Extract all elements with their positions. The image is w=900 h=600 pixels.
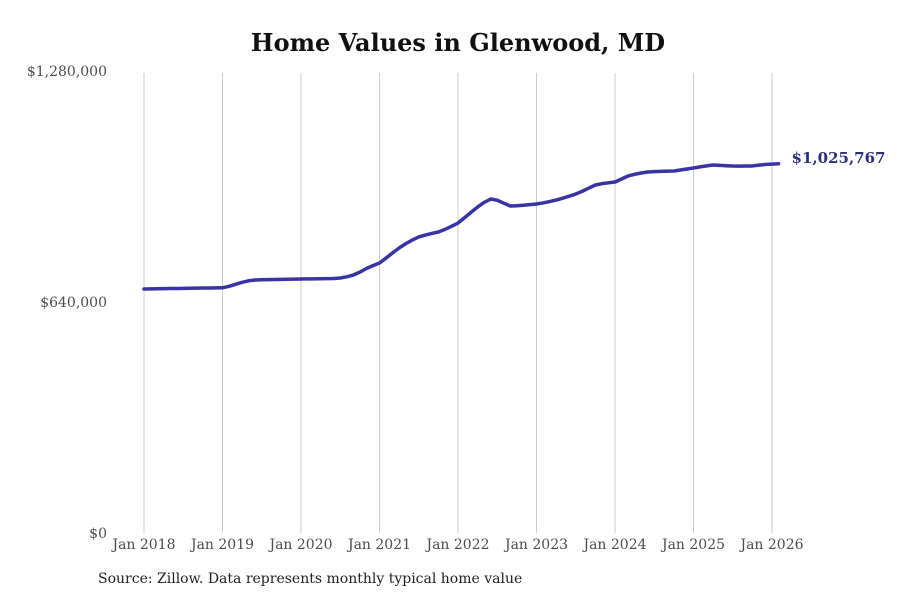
x-tick-label: Jan 2018 [112,537,176,553]
value-line [142,162,781,291]
y-tick-label: $640,000 [40,295,107,311]
y-tick-label: $1,280,000 [26,64,107,80]
x-tick-label: Jan 2026 [740,537,804,553]
y-tick-label: $0 [89,526,107,542]
source-note: Source: Zillow. Data represents monthly … [98,571,523,587]
x-tick-label: Jan 2019 [190,537,255,553]
chart-title: Home Values in Glenwood, MD [250,28,666,57]
x-tick-label: Jan 2020 [269,537,333,553]
x-tick-label: Jan 2025 [661,537,726,553]
latest-value-label: $1,025,767 [791,148,886,167]
x-tick-label: Jan 2024 [583,537,647,553]
x-tick-label: Jan 2023 [504,537,569,553]
x-tick-label: Jan 2022 [426,537,490,553]
x-tick-label: Jan 2021 [347,537,412,553]
